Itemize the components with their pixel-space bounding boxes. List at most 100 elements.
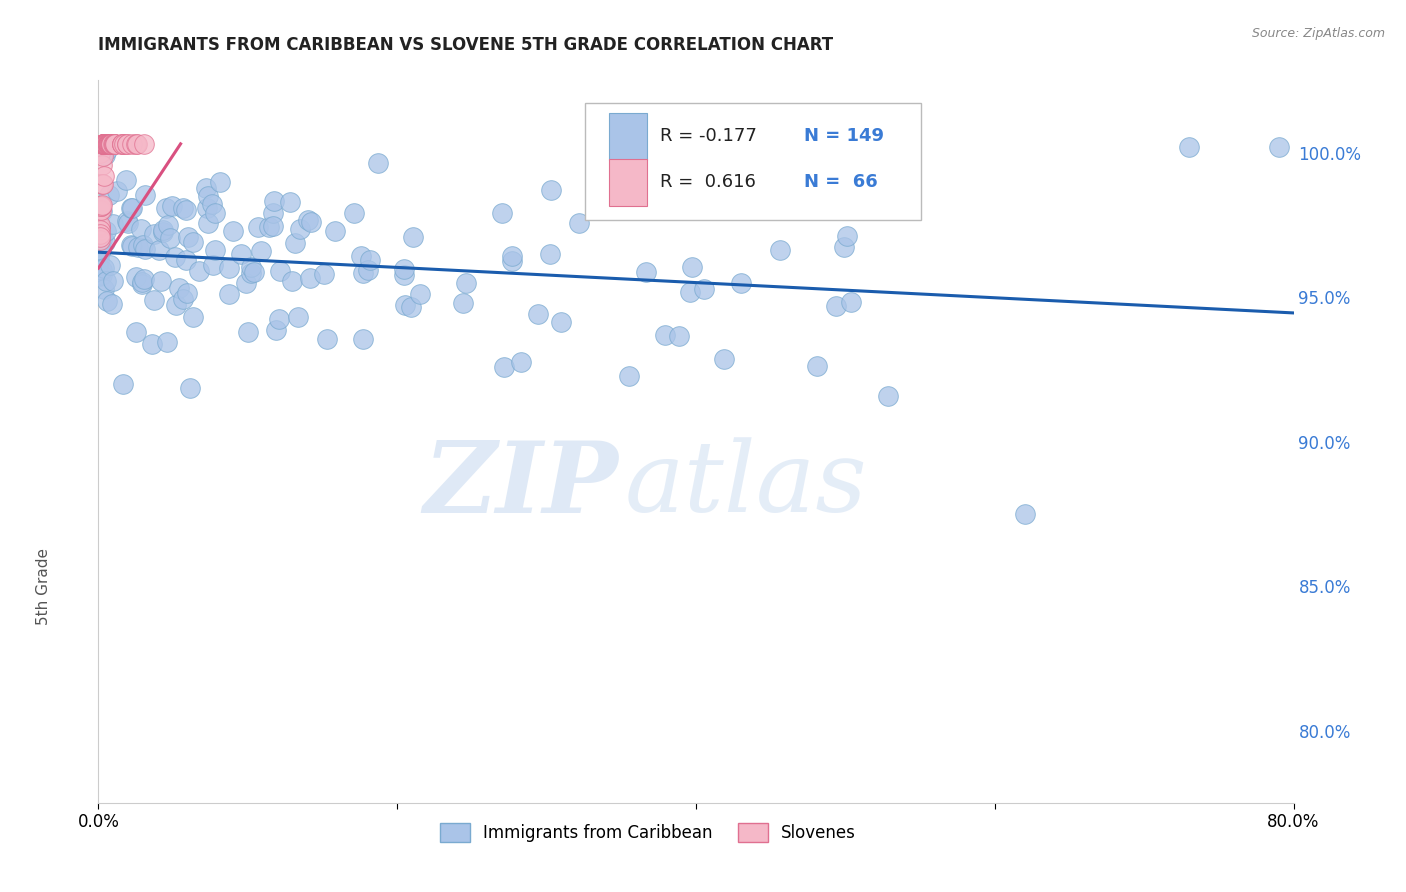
Point [325,224,347,238]
Point [143,227,166,242]
Point [115,213,138,227]
Point [730,276,752,290]
Point [222,224,245,238]
Text: atlas: atlas [624,437,868,533]
Point [176,285,198,300]
Point [281,274,304,288]
Text: R =  0.616: R = 0.616 [661,173,756,191]
Point [89,233,111,247]
Point [89,219,111,233]
Point [538,247,561,261]
Point [617,369,640,384]
Point [668,329,690,343]
Point [125,270,148,285]
Point [825,299,848,313]
Point [634,265,657,279]
Point [350,249,373,263]
Point [93,136,115,151]
Point [181,235,204,249]
Point [125,325,148,339]
Point [316,332,339,346]
Point [93,136,115,151]
Text: IMMIGRANTS FROM CARIBBEAN VS SLOVENE 5TH GRADE CORRELATION CHART: IMMIGRANTS FROM CARIBBEAN VS SLOVENE 5TH… [98,36,834,54]
Point [240,260,263,274]
Point [229,247,252,261]
Point [103,136,125,151]
Point [142,293,165,307]
Point [491,206,513,220]
Point [98,136,121,151]
Point [104,136,127,151]
Point [148,244,170,258]
Point [132,237,155,252]
FancyBboxPatch shape [609,159,647,206]
Point [134,188,156,202]
Point [121,239,143,253]
Point [91,148,114,162]
Point [111,136,134,151]
Point [93,136,115,151]
Point [97,136,120,151]
Point [172,202,194,216]
Point [134,242,156,256]
Point [394,262,416,277]
Point [115,136,138,151]
Point [87,248,110,262]
Point [157,218,180,232]
Point [454,277,477,291]
Point [197,189,219,203]
Point [89,223,111,237]
Point [654,328,676,343]
Point [352,267,374,281]
Point [96,274,118,288]
Text: ZIP: ZIP [423,437,619,533]
Point [127,136,149,151]
Text: R = -0.177: R = -0.177 [661,127,756,145]
Point [91,177,114,191]
Text: N =  66: N = 66 [804,173,877,191]
Point [98,136,121,151]
Point [297,212,319,227]
Point [91,136,114,151]
Point [209,175,232,189]
Point [131,277,153,291]
Point [769,243,792,257]
Point [163,250,186,264]
Point [176,253,198,268]
Point [120,237,142,252]
Point [93,260,115,275]
Point [134,271,156,285]
Point [167,281,190,295]
Point [165,298,187,312]
Point [89,219,111,234]
Point [201,258,224,272]
Point [181,310,204,325]
Point [87,259,110,273]
Point [1178,140,1201,154]
Point [201,197,224,211]
Point [91,177,114,191]
Point [96,136,118,151]
Point [97,187,120,202]
Point [681,260,703,275]
Point [89,202,111,217]
Point [91,136,114,151]
Point [93,136,115,151]
Point [239,266,262,280]
Point [160,199,183,213]
Point [91,268,114,282]
Text: N = 149: N = 149 [804,127,883,145]
Point [127,240,149,254]
Point [94,136,117,151]
Point [129,222,152,236]
Point [94,136,117,151]
Point [243,265,266,279]
Point [100,296,122,310]
Point [218,286,240,301]
Point [125,136,148,151]
Point [90,198,112,212]
Point [152,225,174,239]
Point [267,312,290,326]
Point [93,136,115,151]
Point [89,146,111,161]
